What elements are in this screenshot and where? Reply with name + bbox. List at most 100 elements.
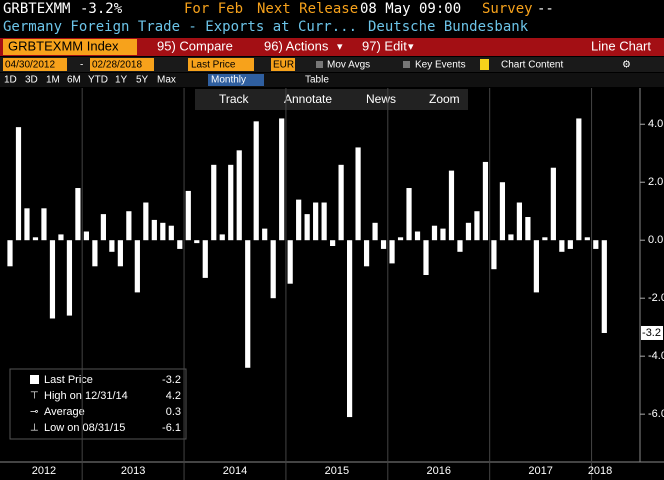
dropdown-arrow: ▾ — [337, 41, 343, 53]
currency: EUR — [273, 60, 294, 71]
release-label: Next Release — [257, 1, 358, 17]
bar — [508, 234, 514, 241]
chart-content[interactable]: Chart Content — [501, 60, 563, 71]
checkbox[interactable] — [403, 61, 410, 68]
range-button[interactable]: 3D — [25, 75, 38, 86]
bar — [228, 164, 234, 241]
bar — [372, 222, 378, 241]
y-tick-label: 4.0 — [648, 118, 663, 130]
y-tick-label: 0.0 — [648, 234, 663, 246]
x-tick-label: 2018 — [588, 465, 612, 477]
dropdown-arrow: ▾ — [408, 41, 414, 53]
bar — [7, 240, 13, 267]
start-date: 04/30/2012 — [5, 60, 55, 71]
bar — [330, 240, 336, 247]
bar — [287, 240, 293, 284]
legend-value: 4.2 — [166, 390, 181, 402]
source: Deutsche Bundesbank — [368, 19, 529, 35]
bar — [338, 164, 344, 241]
bar — [194, 240, 200, 244]
bar — [58, 234, 64, 241]
legend-icon: ⊤ — [30, 391, 39, 402]
view-label: Line Chart — [591, 38, 651, 53]
bar — [185, 190, 191, 241]
bar — [304, 214, 310, 241]
compare-button[interactable]: 95) Compare — [157, 38, 233, 53]
key-events: Key Events — [415, 60, 466, 71]
x-tick-label: 2015 — [325, 465, 349, 477]
bar — [202, 240, 208, 278]
bar — [363, 240, 370, 267]
bar — [397, 237, 404, 241]
settings-icon[interactable]: ⚙ — [622, 60, 631, 71]
x-tick-label: 2012 — [32, 465, 56, 477]
range-button[interactable]: 5Y — [136, 75, 149, 86]
bar — [542, 237, 548, 241]
range-button[interactable]: 1D — [4, 75, 17, 86]
bar — [601, 240, 607, 333]
track-tool[interactable]: Track — [219, 92, 250, 106]
bar — [355, 147, 361, 241]
range-button[interactable]: Max — [157, 75, 176, 86]
range-button[interactable]: 6M — [67, 75, 81, 86]
bar — [406, 188, 412, 241]
legend-icon: ⊸ — [30, 407, 38, 418]
command-bar — [0, 38, 664, 56]
bar — [380, 240, 387, 249]
info-icon[interactable] — [480, 59, 489, 70]
release-value: 08 May 09:00 — [360, 1, 461, 17]
bar — [550, 167, 556, 241]
survey-value: -- — [537, 1, 554, 17]
bar — [313, 202, 319, 241]
bar — [15, 127, 22, 241]
legend-value: -6.1 — [162, 422, 181, 434]
bar — [177, 240, 183, 249]
legend-icon: ⊥ — [30, 423, 39, 434]
field: Last Price — [191, 60, 236, 71]
last-value-label: -3.2 — [642, 327, 661, 339]
zoom-tool[interactable]: Zoom — [429, 92, 460, 106]
range-button[interactable]: YTD — [88, 75, 108, 86]
legend-value: 0.3 — [166, 406, 181, 418]
news-tool[interactable]: News — [366, 92, 396, 106]
bar — [465, 222, 472, 241]
legend — [9, 368, 187, 440]
field-select[interactable] — [188, 58, 254, 71]
checkbox[interactable] — [316, 61, 323, 68]
bar — [41, 208, 47, 241]
bar — [100, 214, 106, 241]
start-date-field[interactable] — [3, 58, 67, 71]
y-tick-label: -4.0 — [648, 350, 664, 362]
bar — [219, 234, 225, 241]
bar — [525, 217, 531, 241]
security-field[interactable] — [3, 39, 137, 55]
bar — [457, 240, 463, 252]
range-button[interactable]: 1Y — [115, 75, 128, 86]
actions-button[interactable]: 96) Actions — [264, 38, 329, 53]
range-button[interactable]: 1M — [46, 75, 60, 86]
bar — [321, 202, 327, 241]
annotate-tool[interactable]: Annotate — [284, 92, 332, 106]
y-tick-label: -6.0 — [648, 408, 664, 420]
bar — [151, 219, 157, 241]
change: -3.2% — [80, 1, 123, 17]
legend-label: Average — [44, 406, 85, 418]
bar — [236, 150, 242, 241]
legend-value: -3.2 — [162, 374, 181, 386]
bar — [448, 170, 455, 241]
settings-bar — [0, 57, 664, 72]
currency-select[interactable] — [271, 58, 295, 71]
bar — [168, 225, 174, 241]
legend-label: Last Price — [44, 374, 93, 386]
bar — [253, 121, 259, 241]
frequency-select[interactable] — [208, 74, 264, 86]
bar — [474, 211, 480, 241]
y-tick-label: -2.0 — [648, 292, 664, 304]
table-button[interactable]: Table — [305, 75, 329, 86]
range-bar — [0, 73, 664, 87]
bar — [440, 228, 446, 241]
end-date-field[interactable] — [90, 58, 154, 71]
bar — [24, 208, 30, 241]
edit-button[interactable]: 97) Edit — [362, 38, 407, 53]
